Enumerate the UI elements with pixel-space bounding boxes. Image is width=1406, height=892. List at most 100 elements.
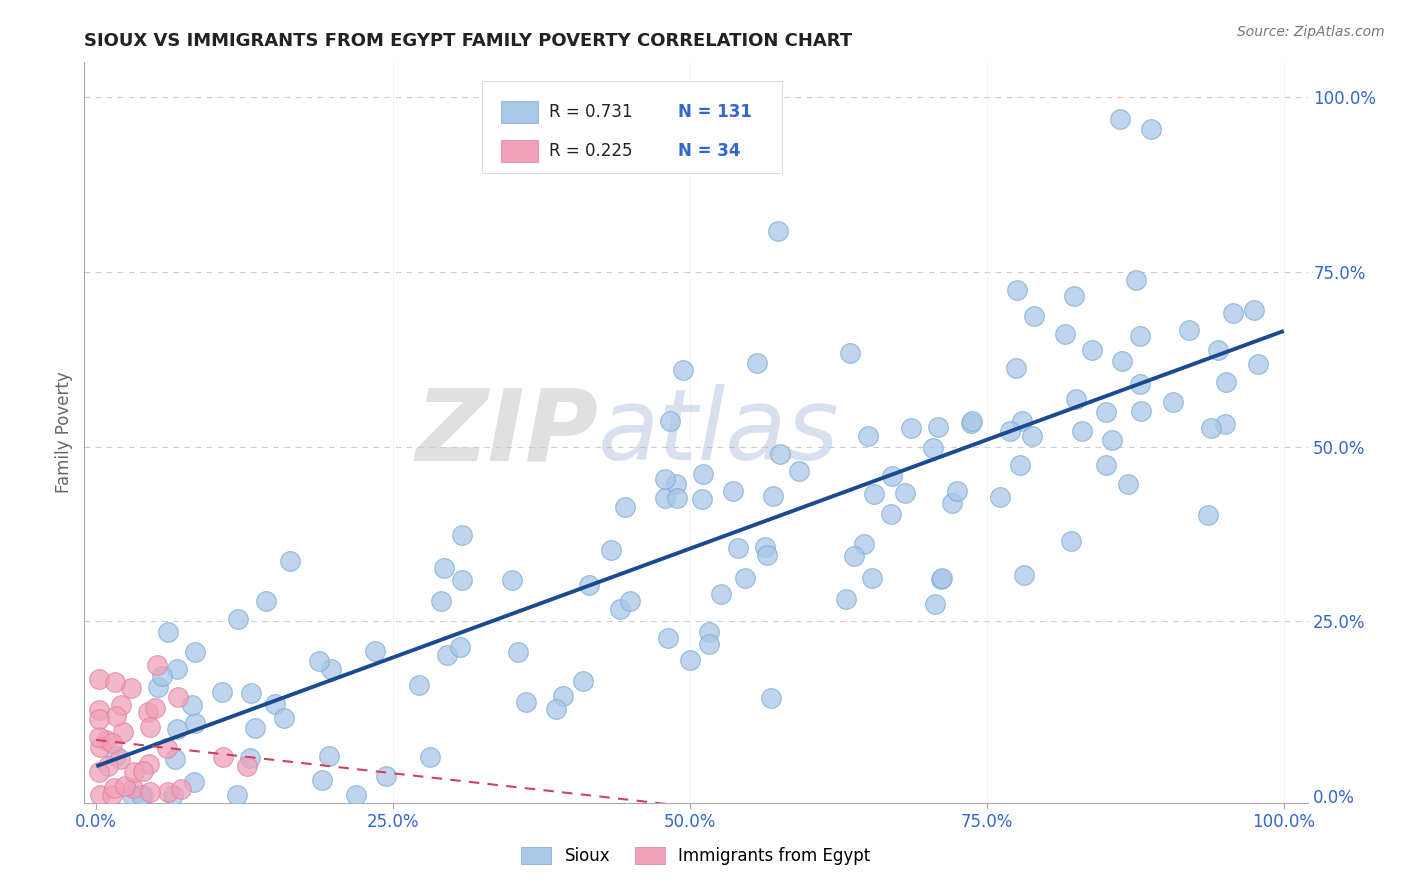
Point bbox=[408, 678, 430, 692]
Point bbox=[852, 537, 875, 551]
Point bbox=[419, 750, 441, 764]
Point bbox=[451, 573, 474, 587]
Point bbox=[89, 788, 111, 802]
Point bbox=[734, 571, 756, 585]
Point bbox=[273, 711, 295, 725]
Point bbox=[1101, 433, 1123, 447]
Point bbox=[436, 648, 458, 662]
Point bbox=[211, 685, 233, 699]
Point bbox=[697, 625, 720, 640]
Y-axis label: Family Poverty: Family Poverty bbox=[55, 372, 73, 493]
Point bbox=[311, 773, 333, 788]
Point bbox=[138, 757, 160, 772]
Point bbox=[860, 571, 883, 585]
Point bbox=[1012, 568, 1035, 582]
Text: R = 0.731: R = 0.731 bbox=[550, 103, 633, 121]
Point bbox=[787, 464, 810, 478]
Point bbox=[692, 467, 714, 481]
Point bbox=[100, 788, 122, 802]
Point bbox=[121, 788, 143, 802]
Point bbox=[108, 752, 131, 766]
Text: atlas: atlas bbox=[598, 384, 839, 481]
Point bbox=[184, 645, 207, 659]
Point bbox=[959, 416, 981, 430]
Point bbox=[1094, 458, 1116, 472]
Point bbox=[1008, 458, 1031, 472]
Point bbox=[166, 690, 188, 705]
Point bbox=[894, 486, 917, 500]
Point bbox=[665, 477, 688, 491]
Point bbox=[727, 541, 749, 555]
Point bbox=[544, 701, 567, 715]
Point bbox=[103, 781, 125, 796]
Point bbox=[571, 674, 593, 689]
Point bbox=[104, 748, 127, 763]
Point bbox=[839, 346, 862, 360]
FancyBboxPatch shape bbox=[502, 101, 538, 123]
Point bbox=[1080, 343, 1102, 357]
Point bbox=[122, 781, 145, 796]
Point bbox=[180, 698, 202, 713]
Point bbox=[1021, 429, 1043, 443]
Point bbox=[139, 785, 162, 799]
Point bbox=[364, 644, 387, 658]
Point bbox=[609, 602, 631, 616]
Point bbox=[136, 705, 159, 719]
Point bbox=[344, 788, 367, 802]
Point bbox=[1129, 376, 1152, 391]
Point bbox=[697, 637, 720, 651]
Point bbox=[619, 594, 641, 608]
Point bbox=[1063, 289, 1085, 303]
Point bbox=[721, 484, 744, 499]
Point bbox=[759, 691, 782, 706]
Point bbox=[1129, 329, 1152, 343]
Point bbox=[1177, 323, 1199, 337]
Point bbox=[166, 722, 188, 736]
Point bbox=[1243, 303, 1265, 318]
Point bbox=[1140, 122, 1163, 136]
Point bbox=[1247, 357, 1270, 371]
Point bbox=[690, 492, 713, 507]
Point bbox=[239, 751, 262, 765]
Point bbox=[882, 469, 904, 483]
Point bbox=[263, 697, 285, 711]
Point bbox=[1095, 405, 1118, 419]
Point bbox=[679, 653, 702, 667]
Point bbox=[551, 690, 574, 704]
Point bbox=[515, 695, 537, 709]
Point bbox=[131, 764, 153, 778]
Point bbox=[449, 640, 471, 655]
Legend: Sioux, Immigrants from Egypt: Sioux, Immigrants from Egypt bbox=[522, 847, 870, 865]
Point bbox=[755, 548, 778, 562]
Point bbox=[103, 674, 125, 689]
Text: N = 131: N = 131 bbox=[678, 103, 751, 121]
Point bbox=[754, 540, 776, 554]
Point bbox=[236, 758, 259, 772]
Point bbox=[183, 775, 205, 789]
Point bbox=[931, 571, 953, 585]
Point bbox=[998, 424, 1021, 438]
Point bbox=[114, 779, 136, 793]
Point bbox=[988, 490, 1011, 504]
Point bbox=[1197, 508, 1219, 522]
Point bbox=[921, 441, 943, 455]
Point bbox=[226, 612, 249, 626]
Point bbox=[1222, 306, 1244, 320]
Point bbox=[429, 594, 451, 608]
Point bbox=[1011, 414, 1033, 428]
Point bbox=[163, 752, 186, 766]
Point bbox=[657, 631, 679, 645]
Point bbox=[143, 701, 166, 715]
Point bbox=[122, 765, 145, 780]
Point bbox=[212, 749, 235, 764]
Point bbox=[87, 764, 110, 779]
Point bbox=[162, 788, 184, 802]
Point bbox=[97, 758, 120, 772]
Point bbox=[768, 447, 790, 461]
Point bbox=[1111, 353, 1133, 368]
Point bbox=[87, 731, 110, 745]
Point bbox=[87, 672, 110, 686]
Point bbox=[1022, 309, 1045, 323]
Point bbox=[150, 669, 173, 683]
Point bbox=[900, 421, 922, 435]
